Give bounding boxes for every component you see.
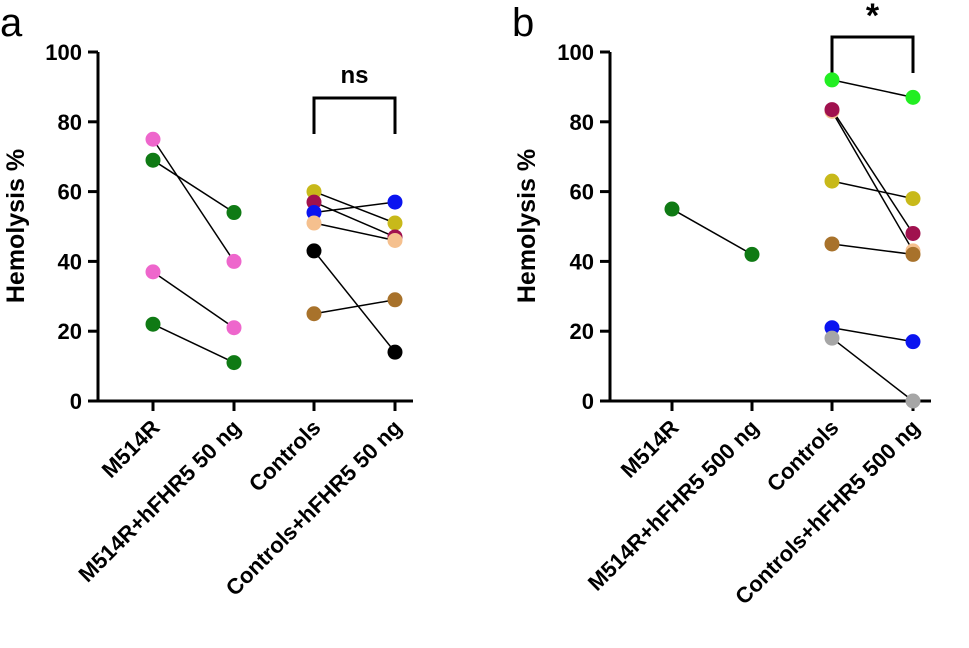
panel-b-y-tick-label: 80: [570, 110, 594, 135]
panel-a-pair-line: [152, 138, 235, 262]
panel-a-y-axis-label: Hemolysis %: [2, 149, 30, 303]
panel-b-y-tick-label: 100: [557, 40, 594, 65]
panel-b-data-point: [824, 320, 840, 336]
panel-b-data-point: [905, 334, 921, 350]
panel-a-data-point: [387, 344, 403, 360]
panel-b-y-axis-label: Hemolysis %: [513, 149, 541, 303]
panel-a-y-tick-label: 60: [58, 180, 82, 205]
panel-a-data-point: [306, 194, 322, 210]
panel-b-data-point: [905, 393, 921, 409]
panel-b-x-category-label: M514R: [616, 415, 684, 483]
panel-a-y-tick-label: 20: [58, 319, 82, 344]
panel-a-data-point: [226, 253, 242, 269]
panel-a-data-point: [226, 320, 242, 336]
panel-b-data-point: [824, 236, 840, 252]
panel-a-pair-line: [152, 159, 235, 214]
panel-b-y-tick-label: 20: [570, 319, 594, 344]
panel-a-data-point: [226, 205, 242, 221]
panel-a: a Hemolysis % 0 20 40 60 80 100 M514RM514R+hFHR5…: [0, 1, 413, 601]
panel-a-data-point: [306, 205, 322, 221]
panel-b-data-point: [824, 330, 840, 346]
panel-a-pair-line: [313, 201, 396, 238]
panel-a-data-point: [306, 243, 322, 259]
panel-b-y-tick-label: 40: [570, 249, 594, 274]
panel-a-data-point: [145, 131, 161, 147]
panel-a-y-tick-label: 80: [58, 110, 82, 135]
panel-b-pair-line: [831, 79, 914, 99]
panel-a-pair-line: [313, 222, 396, 242]
panel-a-pair-line: [313, 250, 396, 353]
panel-a-data-point: [387, 215, 403, 231]
panel-b-pair-line: [831, 243, 914, 256]
panel-b-pair-line: [831, 337, 914, 402]
panel-b-data-point: [905, 225, 921, 241]
panel-b-pair-line: [671, 208, 753, 256]
panel-b-data-point: [824, 72, 840, 88]
panel-b-data-point: [824, 102, 840, 118]
panel-a-significance-bracket: [312, 96, 397, 134]
panel-b-significance-bracket: [830, 35, 915, 73]
panel-a-data-point: [145, 152, 161, 168]
panel-a-y-tick-label: 100: [45, 40, 82, 65]
panel-b-pair-line: [831, 109, 914, 234]
panel-a-pair-line: [313, 201, 396, 214]
panel-b-pair-line: [831, 110, 914, 252]
panel-a-letter: a: [0, 1, 23, 45]
panel-a-significance-label: ns: [340, 62, 368, 89]
panel-a-data-point: [145, 316, 161, 332]
panel-a-data-point: [306, 215, 322, 231]
panel-b-data-point: [905, 191, 921, 207]
panel-b-data-point: [664, 201, 680, 217]
panel-a-data-point: [226, 355, 242, 371]
panel-a-data-point: [306, 306, 322, 322]
panel-a-pair-line: [152, 323, 235, 364]
panel-a-data-point: [387, 194, 403, 210]
panel-a-y-tick-label: 0: [70, 389, 82, 414]
panel-b-data-point: [824, 173, 840, 189]
panel-b-data-point: [905, 246, 921, 262]
panel-b-x-category-label: Controls: [762, 415, 844, 497]
panel-a-x-category-label: M514R+hFHR5 50 ng: [74, 415, 246, 587]
panel-a-x-category-label: Controls: [244, 415, 326, 497]
panel-a-x-category-label: M514R: [97, 415, 165, 483]
panel-b-y-tick-label: 0: [582, 389, 594, 414]
panel-a-data-point: [387, 232, 403, 248]
panel-a-data-point: [306, 184, 322, 200]
panel-a-pair-line: [152, 271, 235, 329]
panel-b-letter: b: [512, 1, 534, 45]
panel-b-y-tick-label: 60: [570, 180, 594, 205]
panel-b-pair-line: [831, 326, 914, 343]
panel-a-pair-line: [313, 299, 396, 315]
panel-b-data-point: [905, 89, 921, 105]
panel-a-data-point: [387, 292, 403, 308]
panel-b-significance-label: *: [866, 0, 880, 35]
panel-b-data-point: [744, 246, 760, 262]
panel-a-y-tick-label: 40: [58, 249, 82, 274]
panel-a-data-point: [145, 264, 161, 280]
panel-b-pair-line: [831, 180, 914, 200]
